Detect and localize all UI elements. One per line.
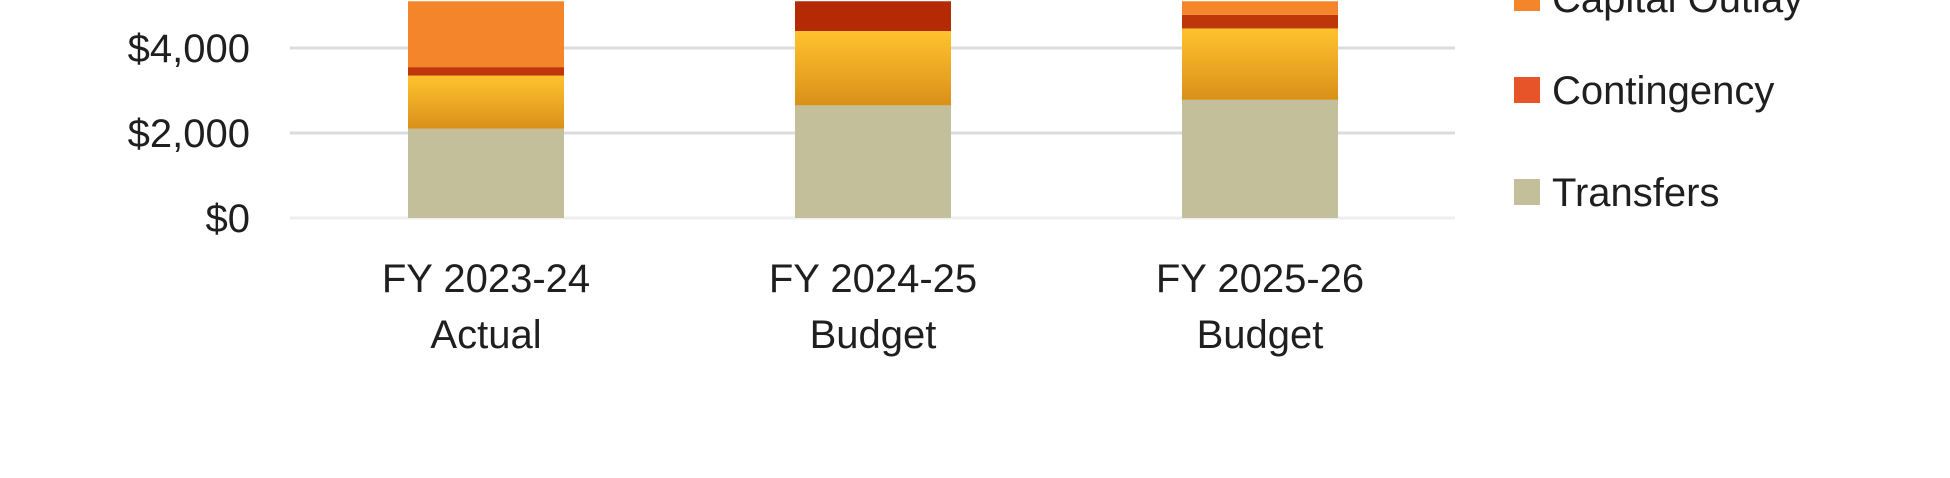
bar-segment-contingency (408, 67, 564, 76)
bar-segment (408, 75, 564, 129)
legend-label: Contingency (1552, 69, 1774, 113)
x-category-label: FY 2024-25 (769, 257, 977, 301)
bar-segment-transfers (795, 105, 951, 218)
bar-segment-transfers (408, 128, 564, 218)
bar-segment-transfers (1182, 99, 1338, 218)
bar-segment (1182, 28, 1338, 100)
x-category-label: FY 2025-26 (1156, 257, 1364, 301)
bar-segment-contingency (1182, 14, 1338, 29)
x-category-label: Budget (1197, 313, 1324, 357)
legend-swatch (1514, 77, 1540, 103)
bar-segment (795, 31, 951, 106)
x-axis-categories: FY 2023-24 Actual FY 2024-25 Budget FY 2025-… (382, 257, 1364, 357)
x-category-label: Actual (430, 313, 541, 357)
legend-swatch (1514, 179, 1540, 205)
bar-stacks (408, 1, 1338, 218)
bar-segment (795, 1, 951, 31)
x-category-label: Budget (810, 313, 937, 357)
legend-swatch (1514, 0, 1540, 11)
bar-segment-capital-outlay (1182, 1, 1338, 15)
y-tick-label: $2,000 (128, 112, 250, 156)
y-tick-label: $0 (206, 197, 251, 241)
y-tick-label: $4,000 (128, 27, 250, 71)
x-category-label: FY 2023-24 (382, 257, 590, 301)
legend-label: Capital Outlay (1552, 0, 1803, 21)
y-axis-ticks: $0 $2,000 $4,000 (128, 27, 250, 241)
bar-segment-capital-outlay (408, 1, 564, 68)
legend-label: Transfers (1552, 171, 1719, 215)
legend: Capital Outlay Contingency Transfers (1514, 0, 1803, 215)
